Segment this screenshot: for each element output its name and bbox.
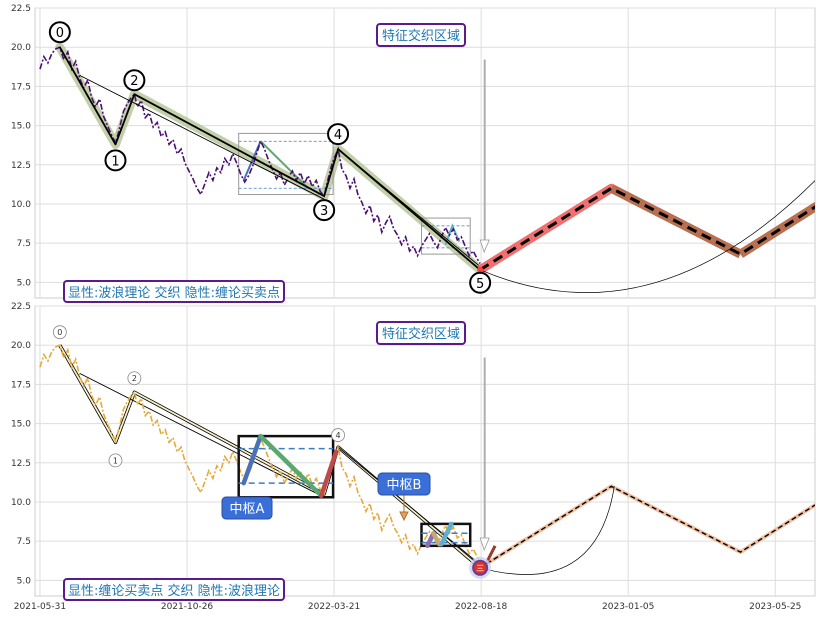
y-tick-label: 12.5 — [11, 161, 31, 171]
hub-b-stroke — [444, 223, 461, 246]
top-plot-frame — [34, 7, 816, 299]
bottom-caption-frame — [63, 578, 285, 601]
hub-b-label-box: 中枢B — [377, 472, 431, 496]
forecast-start-stroke — [485, 545, 497, 563]
hub-a-seg-green — [258, 433, 324, 498]
hub-a-seg-red — [318, 449, 339, 498]
top-plot-content — [39, 42, 815, 293]
top-caption-box: 显性:波浪理论 交织 隐性:缠论买卖点 — [63, 280, 285, 303]
bottom-overlay: 三 0 1 2 4 — [52, 325, 490, 573]
wave-point-marker — [331, 428, 345, 442]
y-tick-label: 7.5 — [17, 537, 31, 547]
y-tick-label: 22.5 — [11, 4, 31, 14]
x-tick-label: 2023-01-05 — [602, 602, 654, 612]
wave-point-label: 4 — [334, 128, 342, 143]
channel-line-1 — [79, 74, 325, 200]
y-tick-label: 17.5 — [11, 82, 31, 92]
zone-arrow — [479, 59, 490, 254]
y-tick-label: 10.0 — [11, 498, 31, 508]
bottom-plot-content — [39, 344, 815, 579]
bottom-caption-box: 显性:缠论买卖点 交织 隐性:波浪理论 — [63, 578, 285, 601]
hub-b-label-frame — [377, 472, 431, 496]
y-tick-label: 12.5 — [11, 459, 31, 469]
wave-point-marker — [104, 149, 127, 172]
hub-b-box — [420, 522, 472, 548]
buy-point-marker — [472, 559, 489, 576]
x-tick-label: 2023-05-25 — [749, 602, 801, 612]
bottom-plot-frame — [34, 305, 816, 597]
wave-point-marker — [313, 199, 336, 222]
hub-b-label: 中枢B — [387, 478, 422, 493]
top-zone-frame — [376, 23, 466, 47]
wave-point-label: 3 — [320, 204, 328, 219]
wave-point-marker — [327, 123, 350, 146]
price-line — [39, 46, 481, 264]
wave-point-marker — [48, 21, 71, 44]
y-tick-label: 5.0 — [17, 278, 32, 288]
hub-b-seg-tan — [431, 531, 442, 547]
top-caption-frame — [63, 280, 285, 303]
y-tick-label: 7.5 — [17, 239, 31, 249]
y-tick-label: 10.0 — [11, 200, 31, 210]
top-panel: 5.0 7.5 10.0 12.5 15.0 17.5 20.0 22.5 0 1 2 3 4 5 — [11, 4, 816, 299]
x-tick-label: 2021-10-26 — [161, 602, 214, 612]
arc-line — [480, 180, 815, 293]
wave-point-marker — [469, 271, 492, 294]
bottom-caption-text: 显性:缠论买卖点 交织 隐性:波浪理论 — [68, 583, 280, 599]
wave-point-label: 4 — [336, 431, 341, 440]
forecast-dashed — [479, 186, 815, 272]
buy-point-label: 三 — [476, 564, 484, 573]
wave-point-label: 2 — [130, 74, 138, 89]
wave-point-label: 5 — [476, 277, 484, 292]
zone-arrow — [479, 357, 490, 552]
hub-b-box — [421, 217, 471, 255]
hub-a-down-stroke — [259, 140, 309, 190]
hub-b-seg-cyan — [439, 521, 454, 547]
forecast-dashed — [479, 485, 815, 569]
hub-a-label: 中枢A — [230, 502, 265, 517]
hub-b-arrow — [399, 495, 409, 522]
x-tick-label: 2021-05-31 — [14, 602, 66, 612]
x-tick-label: 2022-03-21 — [308, 602, 360, 612]
top-zone-text: 特征交织区域 — [382, 28, 460, 44]
bottom-zone-text: 特征交织区域 — [382, 326, 460, 342]
wave-point-label: 0 — [57, 328, 62, 337]
y-tick-label: 20.0 — [11, 341, 31, 351]
top-zone-box: 特征交织区域 — [376, 23, 466, 47]
y-tick-label: 22.5 — [11, 302, 31, 312]
x-tick-label: 2022-08-18 — [455, 602, 508, 612]
hub-a-seg-blue — [241, 433, 263, 486]
y-tick-label: 20.0 — [11, 43, 31, 53]
wave-point-label: 1 — [113, 456, 118, 465]
wave-point-marker — [127, 371, 142, 386]
hub-a-label-box: 中枢A — [221, 496, 273, 520]
y-tick-label: 5.0 — [17, 576, 32, 586]
wave-point-marker — [108, 453, 123, 468]
y-tick-label: 17.5 — [11, 380, 31, 390]
bottom-zone-frame — [376, 321, 466, 345]
channel-line-1 — [79, 372, 325, 498]
wave-point-label: 0 — [56, 26, 64, 41]
top-overlay: 0 1 2 3 4 5 — [48, 21, 492, 294]
wave-point-label: 1 — [111, 154, 119, 169]
bottom-panel: 5.0 7.5 10.0 12.5 15.0 17.5 20.0 22.5 三 0 1 2 4 202… — [11, 302, 816, 612]
top-y-ticks: 5.0 7.5 10.0 12.5 15.0 17.5 20.0 22.5 — [11, 4, 31, 288]
arc-line — [480, 486, 615, 575]
wave-point-marker — [123, 69, 146, 92]
bottom-x-ticks: 2021-05-31 2021-10-26 2022-03-21 2022-08-18… — [14, 602, 802, 612]
buy-marker — [477, 266, 484, 273]
price-line — [39, 344, 481, 562]
y-tick-label: 15.0 — [11, 122, 31, 132]
wave-line — [59, 46, 481, 271]
top-caption-text: 显性:波浪理论 交织 隐性:缠论买卖点 — [68, 285, 280, 301]
wave-point-marker — [52, 325, 67, 340]
wave-point-label: 2 — [132, 374, 137, 383]
bottom-y-ticks: 5.0 7.5 10.0 12.5 15.0 17.5 20.0 22.5 — [11, 302, 31, 586]
y-tick-label: 15.0 — [11, 420, 31, 430]
hub-a-label-frame — [221, 496, 273, 520]
bottom-zone-box: 特征交织区域 — [376, 321, 466, 345]
